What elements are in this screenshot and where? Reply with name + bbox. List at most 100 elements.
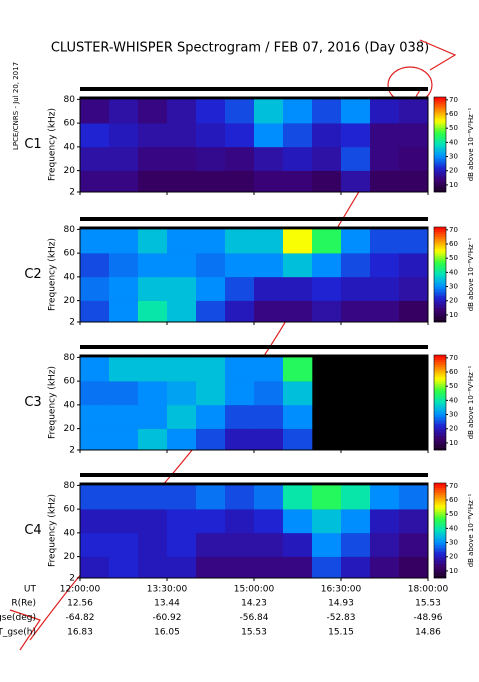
colorbar-step <box>434 151 446 155</box>
spectrogram-cell <box>254 428 284 451</box>
spectrogram-cell <box>225 485 255 510</box>
spectrogram-cell <box>225 253 255 278</box>
spectrogram-cell <box>109 381 139 406</box>
colorbar-step <box>434 293 446 297</box>
colorbar-step <box>434 310 446 313</box>
colorbar-step <box>434 402 446 406</box>
spectrogram-cell <box>196 428 226 451</box>
colorbar-step <box>434 492 446 496</box>
spectrogram-cell <box>370 485 400 510</box>
spectrogram-cell <box>370 509 400 534</box>
colorbar-step <box>434 381 446 384</box>
spectrogram-cell <box>254 276 284 301</box>
spectrogram-cell <box>80 300 110 323</box>
colorbar-step <box>434 231 446 235</box>
colorbar-step <box>434 125 446 129</box>
colorbar-step <box>434 563 446 567</box>
spectrogram-cell <box>138 357 168 382</box>
colorbar-step <box>434 137 446 141</box>
spectrogram-cell <box>341 253 371 278</box>
spectrogram-cell <box>283 532 313 557</box>
colorbar-step <box>434 561 446 565</box>
colorbar-step <box>434 106 446 110</box>
spectrogram-cell <box>283 428 313 451</box>
spectrogram-cell <box>283 276 313 301</box>
y-tick-label: 2 <box>69 446 75 456</box>
colorbar-step <box>434 390 446 394</box>
colorbar-step <box>434 142 446 145</box>
orbit-value: 14.86 <box>415 628 441 638</box>
spectrogram-cell <box>341 556 371 579</box>
spectrogram-cell <box>370 556 400 579</box>
colorbar-step <box>434 400 446 403</box>
spectrogram-cell <box>283 404 313 429</box>
colorbar-step <box>434 516 446 519</box>
spectrogram-cell <box>109 146 139 171</box>
spectrogram-cell <box>196 229 226 254</box>
y-tick-label: 60 <box>64 249 76 259</box>
colorbar-step <box>434 438 446 441</box>
y-tick-label: 60 <box>64 377 76 387</box>
colorbar-step <box>434 544 446 548</box>
colorbar-step <box>434 570 446 574</box>
spectrogram-cell <box>341 276 371 301</box>
colorbar-step <box>434 357 446 361</box>
y-tick-label: 20 <box>64 296 76 306</box>
spectrogram-cell <box>109 123 139 148</box>
spectrogram-cell <box>399 99 429 124</box>
colorbar-step <box>434 547 446 550</box>
spectrogram-cell <box>80 428 110 451</box>
colorbar-step <box>434 295 446 299</box>
orbit-value: -64.82 <box>65 613 94 623</box>
colorbar-step <box>434 158 446 162</box>
orbit-value: -48.96 <box>413 613 442 623</box>
colorbar-step <box>434 286 446 290</box>
colorbar-tick-label: 20 <box>449 167 458 175</box>
spectrogram-cell <box>80 99 110 124</box>
spectrogram-cell <box>80 509 110 534</box>
spectrogram-cell <box>138 556 168 579</box>
spectrogram-cell <box>370 99 400 124</box>
side-note: LPCE/CNRS - Jul 20, 2017 <box>12 62 20 150</box>
spectrogram-cell <box>167 381 197 406</box>
spectrogram-cell <box>80 532 110 557</box>
spectrogram-cell <box>196 123 226 148</box>
y-tick-label: 2 <box>69 318 75 328</box>
spectrogram-cell <box>225 428 255 451</box>
colorbar-frame <box>433 482 447 579</box>
colorbar-step <box>434 243 446 247</box>
colorbar-step <box>434 513 446 517</box>
colorbar-step <box>434 255 446 259</box>
y-axis-label: Frequency (kHz) <box>48 366 58 439</box>
spectrogram-cell <box>196 276 226 301</box>
spectrogram-cell <box>399 276 429 301</box>
spectrogram-cell <box>138 276 168 301</box>
spectrogram-cell <box>80 381 110 406</box>
colorbar-step <box>434 189 446 193</box>
colorbar-step <box>434 388 446 391</box>
spectrogram-cell <box>283 357 313 382</box>
colorbar-tick-label: 20 <box>449 553 458 561</box>
colorbar-step <box>434 279 446 282</box>
colorbar-step <box>434 521 446 524</box>
data-availability-bar <box>80 217 428 221</box>
colorbar-step <box>434 146 446 150</box>
colorbar-step <box>434 540 446 543</box>
spectrogram-cell <box>138 300 168 323</box>
colorbar-step <box>434 523 446 527</box>
colorbar-step <box>434 149 446 152</box>
colorbar-step <box>434 272 446 275</box>
spectrogram-cell <box>341 300 371 323</box>
spectrogram-cell <box>109 170 139 193</box>
spectrogram-cell <box>283 485 313 510</box>
colorbar-step <box>434 575 446 579</box>
colorbar-step <box>434 355 446 358</box>
colorbar-step <box>434 108 446 112</box>
colorbar-step <box>434 485 446 489</box>
spectrogram-cell <box>399 253 429 278</box>
colorbar-step <box>434 374 446 377</box>
colorbar-step <box>434 423 446 427</box>
colorbar-step <box>434 366 446 370</box>
colorbar-step <box>434 238 446 242</box>
spectrogram-cell <box>109 485 139 510</box>
